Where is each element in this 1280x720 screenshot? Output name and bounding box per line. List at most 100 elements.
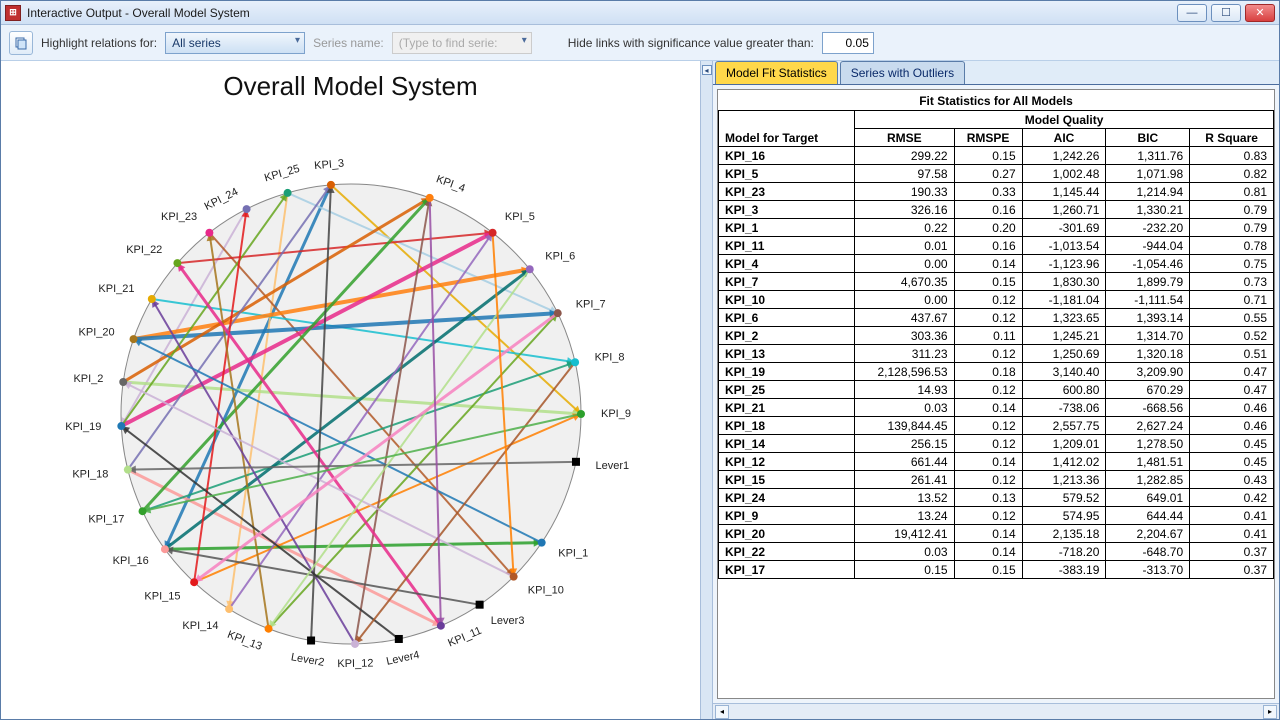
app-icon: ⊞ (5, 5, 21, 21)
scroll-right-icon[interactable]: ▸ (1263, 705, 1277, 719)
table-row[interactable]: KPI_3326.160.161,260.711,330.210.79 (719, 201, 1274, 219)
table-row[interactable]: KPI_220.030.14-718.20-648.700.37 (719, 543, 1274, 561)
row-label: KPI_24 (719, 489, 855, 507)
cell: 1,214.94 (1106, 183, 1190, 201)
table-row[interactable]: KPI_14256.150.121,209.011,278.500.45 (719, 435, 1274, 453)
cell: -1,054.46 (1106, 255, 1190, 273)
row-label: KPI_11 (719, 237, 855, 255)
cell: 1,320.18 (1106, 345, 1190, 363)
table-row[interactable]: KPI_597.580.271,002.481,071.980.82 (719, 165, 1274, 183)
row-label: KPI_21 (719, 399, 855, 417)
cell: 0.52 (1190, 327, 1274, 345)
cell: 661.44 (855, 453, 954, 471)
table-row[interactable]: KPI_12661.440.141,412.021,481.510.45 (719, 453, 1274, 471)
col-header[interactable]: AIC (1022, 129, 1106, 147)
tab-model-fit[interactable]: Model Fit Statistics (715, 61, 838, 84)
table-row[interactable]: KPI_913.240.12574.95644.440.41 (719, 507, 1274, 525)
table-row[interactable]: KPI_40.000.14-1,123.96-1,054.460.75 (719, 255, 1274, 273)
cell: 0.11 (954, 327, 1022, 345)
cell: 649.01 (1106, 489, 1190, 507)
splitter[interactable]: ◂ (701, 61, 713, 719)
network-chart[interactable]: KPI_3KPI_25KPI_24KPI_23KPI_22KPI_21KPI_2… (6, 104, 696, 704)
table-row[interactable]: KPI_2303.360.111,245.211,314.700.52 (719, 327, 1274, 345)
row-label: KPI_23 (719, 183, 855, 201)
cell: 139,844.45 (855, 417, 954, 435)
table-row[interactable]: KPI_210.030.14-738.06-668.560.46 (719, 399, 1274, 417)
row-label: KPI_18 (719, 417, 855, 435)
node-label: KPI_15 (144, 591, 180, 603)
col-header[interactable]: RMSE (855, 129, 954, 147)
cell: -1,123.96 (1022, 255, 1106, 273)
cell: 0.16 (954, 237, 1022, 255)
scroll-left-icon[interactable]: ◂ (715, 705, 729, 719)
table-row[interactable]: KPI_74,670.350.151,830.301,899.790.73 (719, 273, 1274, 291)
cell: 4,670.35 (855, 273, 954, 291)
cell: 0.03 (855, 543, 954, 561)
horizontal-scrollbar[interactable]: ◂ ▸ (713, 703, 1279, 719)
col-header[interactable]: BIC (1106, 129, 1190, 147)
col-header[interactable]: R Square (1190, 129, 1274, 147)
node-label: Lever1 (595, 460, 629, 472)
significance-threshold-input[interactable] (822, 32, 874, 54)
node-label: KPI_7 (575, 298, 605, 310)
row-label: KPI_15 (719, 471, 855, 489)
cell: 0.12 (954, 291, 1022, 309)
table-row[interactable]: KPI_18139,844.450.122,557.752,627.240.46 (719, 417, 1274, 435)
cell: 0.47 (1190, 363, 1274, 381)
table-row[interactable]: KPI_16299.220.151,242.261,311.760.83 (719, 147, 1274, 165)
cell: -1,111.54 (1106, 291, 1190, 309)
network-pane: Overall Model System KPI_3KPI_25KPI_24KP… (1, 61, 701, 719)
cell: -738.06 (1022, 399, 1106, 417)
cell: 0.71 (1190, 291, 1274, 309)
table-row[interactable]: KPI_10.220.20-301.69-232.200.79 (719, 219, 1274, 237)
close-button[interactable]: ✕ (1245, 4, 1275, 22)
row-label: KPI_4 (719, 255, 855, 273)
table-row[interactable]: KPI_15261.410.121,213.361,282.850.43 (719, 471, 1274, 489)
table-row[interactable]: KPI_6437.670.121,323.651,393.140.55 (719, 309, 1274, 327)
cell: 0.41 (1190, 507, 1274, 525)
table-row[interactable]: KPI_170.150.15-383.19-313.700.37 (719, 561, 1274, 579)
row-label: KPI_1 (719, 219, 855, 237)
cell: -718.20 (1022, 543, 1106, 561)
cell: 0.00 (855, 255, 954, 273)
table-row[interactable]: KPI_110.010.16-1,013.54-944.040.78 (719, 237, 1274, 255)
cell: 1,245.21 (1022, 327, 1106, 345)
tab-outliers[interactable]: Series with Outliers (840, 61, 965, 84)
cell: 0.79 (1190, 201, 1274, 219)
table-row[interactable]: KPI_192,128,596.530.183,140.403,209.900.… (719, 363, 1274, 381)
node-label: KPI_5 (504, 211, 534, 223)
table-row[interactable]: KPI_2413.520.13579.52649.010.42 (719, 489, 1274, 507)
table-row[interactable]: KPI_23190.330.331,145.441,214.940.81 (719, 183, 1274, 201)
cell: 256.15 (855, 435, 954, 453)
main-window: ⊞ Interactive Output - Overall Model Sys… (0, 0, 1280, 720)
cell: 19,412.41 (855, 525, 954, 543)
highlight-series-combo[interactable]: All series (165, 32, 305, 54)
cell: 2,128,596.53 (855, 363, 954, 381)
cell: 0.47 (1190, 381, 1274, 399)
cell: 574.95 (1022, 507, 1106, 525)
cell: 3,209.90 (1106, 363, 1190, 381)
cell: -313.70 (1106, 561, 1190, 579)
cell: 670.29 (1106, 381, 1190, 399)
table-row[interactable]: KPI_13311.230.121,250.691,320.180.51 (719, 345, 1274, 363)
cell: 0.16 (954, 201, 1022, 219)
cell: 0.12 (954, 345, 1022, 363)
cell: 0.41 (1190, 525, 1274, 543)
table-row[interactable]: KPI_2019,412.410.142,135.182,204.670.41 (719, 525, 1274, 543)
cell: 1,213.36 (1022, 471, 1106, 489)
splitter-collapse-icon[interactable]: ◂ (702, 65, 712, 75)
cell: 0.27 (954, 165, 1022, 183)
row-label: KPI_9 (719, 507, 855, 525)
node-label: Lever4 (385, 649, 420, 668)
cell: 0.12 (954, 507, 1022, 525)
node-label: KPI_22 (126, 244, 162, 256)
copy-icon-button[interactable] (9, 31, 33, 55)
maximize-button[interactable]: ☐ (1211, 4, 1241, 22)
col-header[interactable]: RMSPE (954, 129, 1022, 147)
table-row[interactable]: KPI_100.000.12-1,181.04-1,111.540.71 (719, 291, 1274, 309)
minimize-button[interactable]: — (1177, 4, 1207, 22)
cell: 0.14 (954, 453, 1022, 471)
table-row[interactable]: KPI_2514.930.12600.80670.290.47 (719, 381, 1274, 399)
series-name-combo[interactable]: (Type to find serie: (392, 32, 532, 54)
cell: 190.33 (855, 183, 954, 201)
